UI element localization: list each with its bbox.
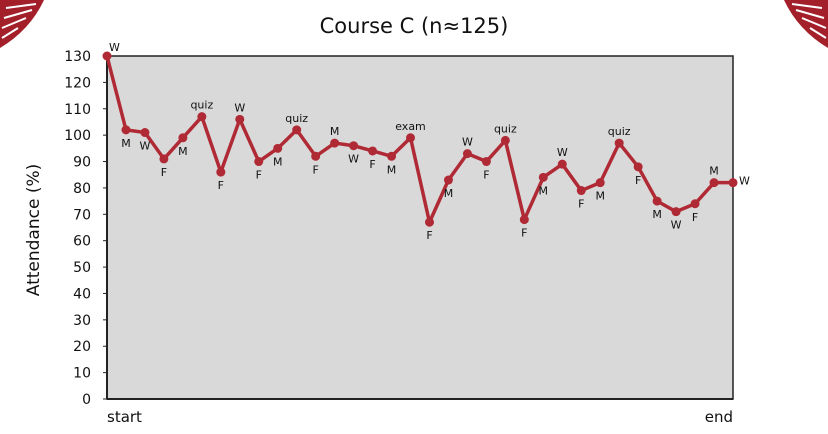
y-tick-label: 130 bbox=[64, 49, 91, 65]
point-label: F bbox=[483, 169, 489, 182]
data-point bbox=[387, 151, 397, 161]
logo-left-decoration bbox=[0, 0, 44, 48]
point-label: W bbox=[139, 140, 150, 153]
series-line bbox=[105, 55, 733, 224]
point-label: quiz bbox=[608, 125, 631, 138]
data-point bbox=[330, 138, 340, 148]
data-point bbox=[406, 133, 416, 143]
data-point bbox=[102, 51, 112, 61]
logo-right-decoration bbox=[784, 0, 828, 48]
point-label: F bbox=[692, 211, 698, 224]
y-tick-label: 0 bbox=[82, 392, 91, 408]
point-label: W bbox=[462, 136, 473, 149]
point-label: M bbox=[178, 145, 188, 158]
point-label: W bbox=[348, 153, 359, 166]
point-label: F bbox=[218, 179, 224, 192]
point-label: M bbox=[273, 155, 283, 168]
y-tick-label: 120 bbox=[64, 75, 91, 91]
data-point bbox=[159, 154, 169, 164]
y-tick-label: 40 bbox=[73, 286, 91, 302]
point-label: F bbox=[426, 229, 432, 242]
y-tick-label: 20 bbox=[73, 339, 91, 355]
point-label: F bbox=[313, 163, 319, 176]
data-point bbox=[690, 199, 700, 209]
y-tick-label: 10 bbox=[73, 366, 91, 382]
point-label: F bbox=[369, 158, 375, 171]
point-label: M bbox=[444, 187, 454, 200]
point-label: M bbox=[539, 184, 549, 197]
data-point bbox=[462, 149, 472, 159]
point-label: M bbox=[387, 163, 397, 176]
y-tick-label: 70 bbox=[73, 207, 91, 223]
data-points bbox=[102, 51, 738, 227]
data-point bbox=[519, 215, 529, 225]
data-point bbox=[121, 125, 131, 135]
y-tick-labels: 0 10 20 30 40 50 60 70 80 90 100 110 120 130 bbox=[64, 49, 107, 408]
point-label: W bbox=[671, 219, 682, 232]
data-point bbox=[652, 196, 662, 206]
y-tick-label: 30 bbox=[73, 313, 91, 329]
data-point bbox=[633, 162, 643, 172]
data-point bbox=[595, 178, 605, 188]
data-point bbox=[576, 186, 586, 196]
data-point bbox=[254, 157, 264, 167]
point-label: exam bbox=[395, 120, 426, 133]
y-tick-label: 60 bbox=[73, 234, 91, 250]
x-tick-label-end: end bbox=[705, 408, 733, 426]
point-label: M bbox=[330, 125, 340, 138]
data-point bbox=[671, 207, 681, 217]
data-point bbox=[500, 135, 510, 145]
data-point bbox=[443, 175, 453, 185]
point-label: quiz bbox=[285, 112, 308, 125]
data-point bbox=[424, 217, 434, 227]
point-label: M bbox=[709, 165, 719, 178]
data-point bbox=[235, 114, 245, 124]
point-label: F bbox=[578, 198, 584, 211]
x-tick-label-start: start bbox=[107, 408, 142, 426]
chart-title: Course C (n≈125) bbox=[319, 14, 509, 38]
data-point bbox=[557, 159, 567, 169]
point-label: M bbox=[652, 208, 662, 221]
axes bbox=[106, 56, 733, 400]
point-label: F bbox=[635, 174, 641, 187]
data-point bbox=[538, 172, 548, 182]
data-point bbox=[614, 138, 624, 148]
y-tick-label: 50 bbox=[73, 260, 91, 276]
point-label: M bbox=[595, 190, 605, 203]
point-label: W bbox=[109, 41, 120, 54]
point-label: W bbox=[234, 101, 245, 114]
point-label: M bbox=[121, 137, 131, 150]
data-point bbox=[140, 128, 150, 138]
point-label: F bbox=[256, 169, 262, 182]
point-label: quiz bbox=[494, 122, 517, 135]
data-point bbox=[216, 167, 226, 177]
data-point bbox=[292, 125, 302, 135]
y-tick-label: 80 bbox=[73, 181, 91, 197]
data-point bbox=[273, 143, 283, 153]
data-point bbox=[349, 141, 359, 151]
data-point bbox=[709, 178, 719, 188]
point-label: W bbox=[739, 175, 750, 188]
y-tick-label: 100 bbox=[64, 128, 91, 144]
data-point bbox=[368, 146, 378, 156]
y-tick-label: 110 bbox=[64, 102, 91, 118]
point-label: F bbox=[161, 166, 167, 179]
point-label: F bbox=[521, 227, 527, 240]
point-label: W bbox=[557, 146, 568, 159]
data-point bbox=[311, 151, 321, 161]
data-point bbox=[197, 112, 207, 122]
data-point bbox=[728, 178, 738, 188]
x-tick-labels: start end bbox=[107, 408, 733, 426]
y-tick-label: 90 bbox=[73, 155, 91, 171]
data-point bbox=[481, 157, 491, 167]
data-point bbox=[178, 133, 188, 143]
point-label: quiz bbox=[190, 99, 213, 112]
